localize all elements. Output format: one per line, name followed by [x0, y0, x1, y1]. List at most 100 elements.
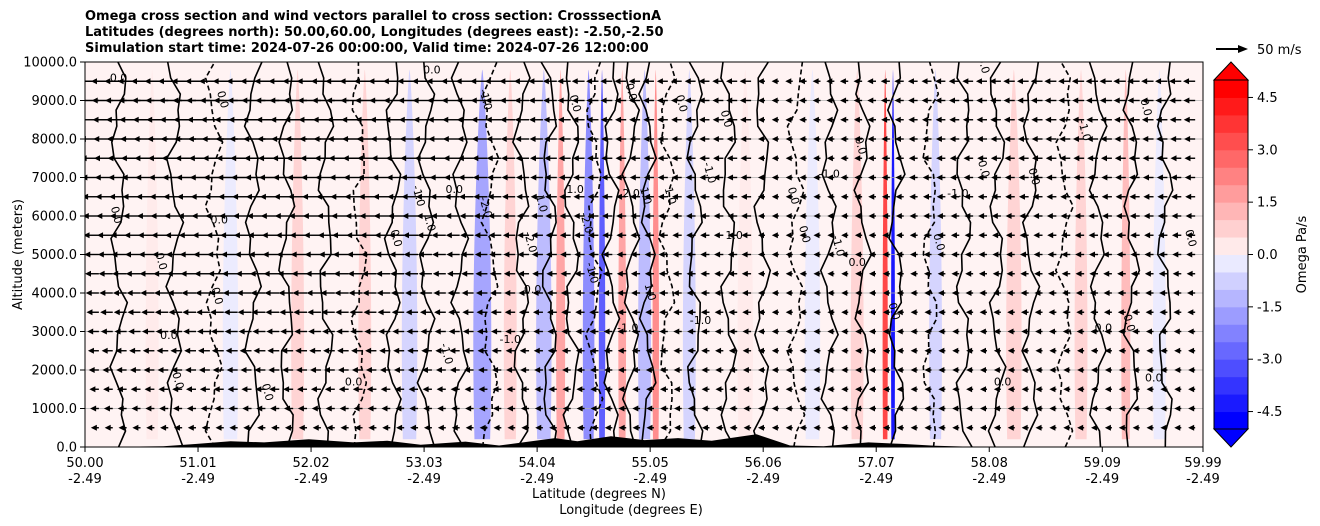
- wind-vector-head-476: [1062, 328, 1069, 335]
- wind-vector-head-367: [673, 347, 680, 354]
- wind-vector-head-942: [785, 213, 792, 219]
- wind-vector-head-652: [125, 270, 132, 277]
- wind-vector-head-68: [1021, 424, 1028, 431]
- wind-vector-head-1224: [187, 136, 194, 142]
- x-tick-label-lon-2: -2.49: [294, 472, 328, 487]
- wind-vector-head-1056: [108, 174, 115, 181]
- wind-vector-head-1048: [1129, 193, 1136, 200]
- wind-vector-head-664: [291, 270, 298, 277]
- wind-vector-head-544: [882, 309, 889, 316]
- wind-vector-head-1160: [429, 155, 436, 162]
- wind-vector-head-770: [644, 251, 651, 258]
- wind-vector-head-1063: [203, 174, 210, 181]
- wind-vector-head-588: [362, 290, 369, 296]
- wind-vector-head-1362: [990, 116, 997, 123]
- wind-vector-head-1506: [739, 78, 746, 85]
- wind-vector-head-244: [88, 367, 95, 373]
- wind-vector-head-778: [757, 251, 764, 258]
- wind-vector-head-523: [589, 309, 596, 316]
- wind-vector-head-676: [461, 270, 468, 277]
- contour-label-13: 1.0: [421, 213, 438, 233]
- wind-vector-head-224: [938, 386, 945, 393]
- wind-vector-head-4: [132, 424, 139, 431]
- wind-vector-head-98: [311, 405, 318, 412]
- y-axis: 0.01000.02000.03000.04000.05000.06000.07…: [23, 56, 85, 456]
- wind-vector-head-916: [416, 213, 423, 219]
- wind-vector-head-683: [560, 270, 567, 277]
- wind-vector-head-169: [172, 386, 179, 393]
- wind-vector-head-242: [1188, 386, 1195, 393]
- wind-vector-head-867: [868, 232, 875, 239]
- wind-vector-head-525: [617, 309, 624, 316]
- contour-line-33: [1156, 62, 1174, 447]
- wind-vector-head-49: [757, 424, 764, 431]
- wind-vector-head-150: [1035, 405, 1042, 412]
- wind-vector-head-79: [1174, 424, 1181, 431]
- wind-vector-head-27: [451, 424, 458, 431]
- wind-vector-head-1084: [501, 174, 508, 181]
- wind-vector-head-635: [1020, 290, 1027, 296]
- wind-vector-head-148: [1007, 405, 1014, 412]
- wind-vector-head-579: [236, 290, 243, 296]
- wind-vector-head-1221: [147, 136, 154, 142]
- wind-vector-head-255: [240, 367, 247, 373]
- wind-vector-head-171: [199, 386, 206, 393]
- wind-vector-head-907: [288, 213, 295, 219]
- wind-vector-head-1388: [213, 97, 220, 104]
- wind-vector-head-1131: [1156, 174, 1163, 181]
- wind-vector-head-1460: [90, 78, 97, 85]
- wind-vector-head-504: [321, 309, 328, 316]
- wind-vector-head-1425: [739, 97, 746, 104]
- wind-vector-head-1042: [1046, 193, 1053, 200]
- y-tick-label-10: 10000.0: [23, 56, 77, 71]
- wind-vector-head-715: [1006, 270, 1013, 277]
- contour-label-14: -1.0: [437, 342, 455, 366]
- wind-vector-head-251: [185, 367, 192, 373]
- wind-vector-head-1346: [771, 116, 778, 123]
- wind-vector-head-250: [171, 367, 178, 373]
- wind-vector-head-589: [376, 290, 383, 296]
- wind-vector-head-15: [284, 424, 291, 431]
- wind-vector-head-1340: [685, 116, 692, 123]
- wind-vector-head-681: [532, 270, 539, 277]
- wind-vector-head-881: [1060, 232, 1067, 239]
- wind-vector-head-813: [110, 232, 117, 239]
- wind-vector-head-1523: [975, 78, 982, 85]
- wind-vector-head-236: [1104, 386, 1111, 393]
- wind-vector-head-954: [950, 213, 957, 219]
- wind-vector-head-234: [1077, 386, 1084, 393]
- wind-vector-head-122: [646, 405, 653, 412]
- wind-vector-head-929: [602, 213, 609, 219]
- wind-vector-head-1316: [341, 116, 348, 123]
- wind-vector-head-290: [729, 367, 736, 373]
- wind-vector-head-1035: [950, 193, 957, 200]
- wind-vector-head-85: [131, 405, 138, 412]
- wind-vector-head-902: [219, 213, 226, 219]
- wind-vector-head-1124: [1059, 174, 1066, 181]
- wind-vector-head-1109: [854, 174, 861, 181]
- wind-vector-head-213: [785, 386, 792, 393]
- wind-vector-head-460: [841, 328, 848, 335]
- contour-label-25: -1.0: [583, 261, 601, 285]
- wind-vector-head-1081: [458, 174, 465, 181]
- wind-vector-head-756: [446, 251, 453, 258]
- wind-vector-head-207: [701, 386, 708, 393]
- wind-vector-head-1273: [881, 136, 888, 142]
- wind-vector-head-691: [672, 270, 679, 277]
- wind-vector-head-1505: [726, 78, 733, 85]
- x-tick-label-lon-5: -2.49: [633, 472, 667, 487]
- wind-vector-head-143: [938, 405, 945, 412]
- wind-vector-head-1274: [894, 136, 901, 142]
- wind-vector-head-6: [160, 424, 167, 431]
- wind-vector-head-388: [966, 347, 973, 354]
- wind-vector-head-379: [841, 347, 848, 354]
- wind-vector-head-368: [687, 347, 694, 354]
- wind-vector-head-830: [346, 232, 353, 239]
- wind-vector-head-1298: [92, 116, 99, 123]
- wind-vector-head-1370: [1100, 116, 1107, 123]
- wind-vector-head-1265: [771, 136, 778, 142]
- wind-vector-head-402: [1160, 347, 1167, 354]
- wind-vector-head-679: [503, 270, 510, 277]
- wind-vector-head-1477: [325, 78, 332, 85]
- y-tick-label-1: 1000.0: [32, 402, 78, 417]
